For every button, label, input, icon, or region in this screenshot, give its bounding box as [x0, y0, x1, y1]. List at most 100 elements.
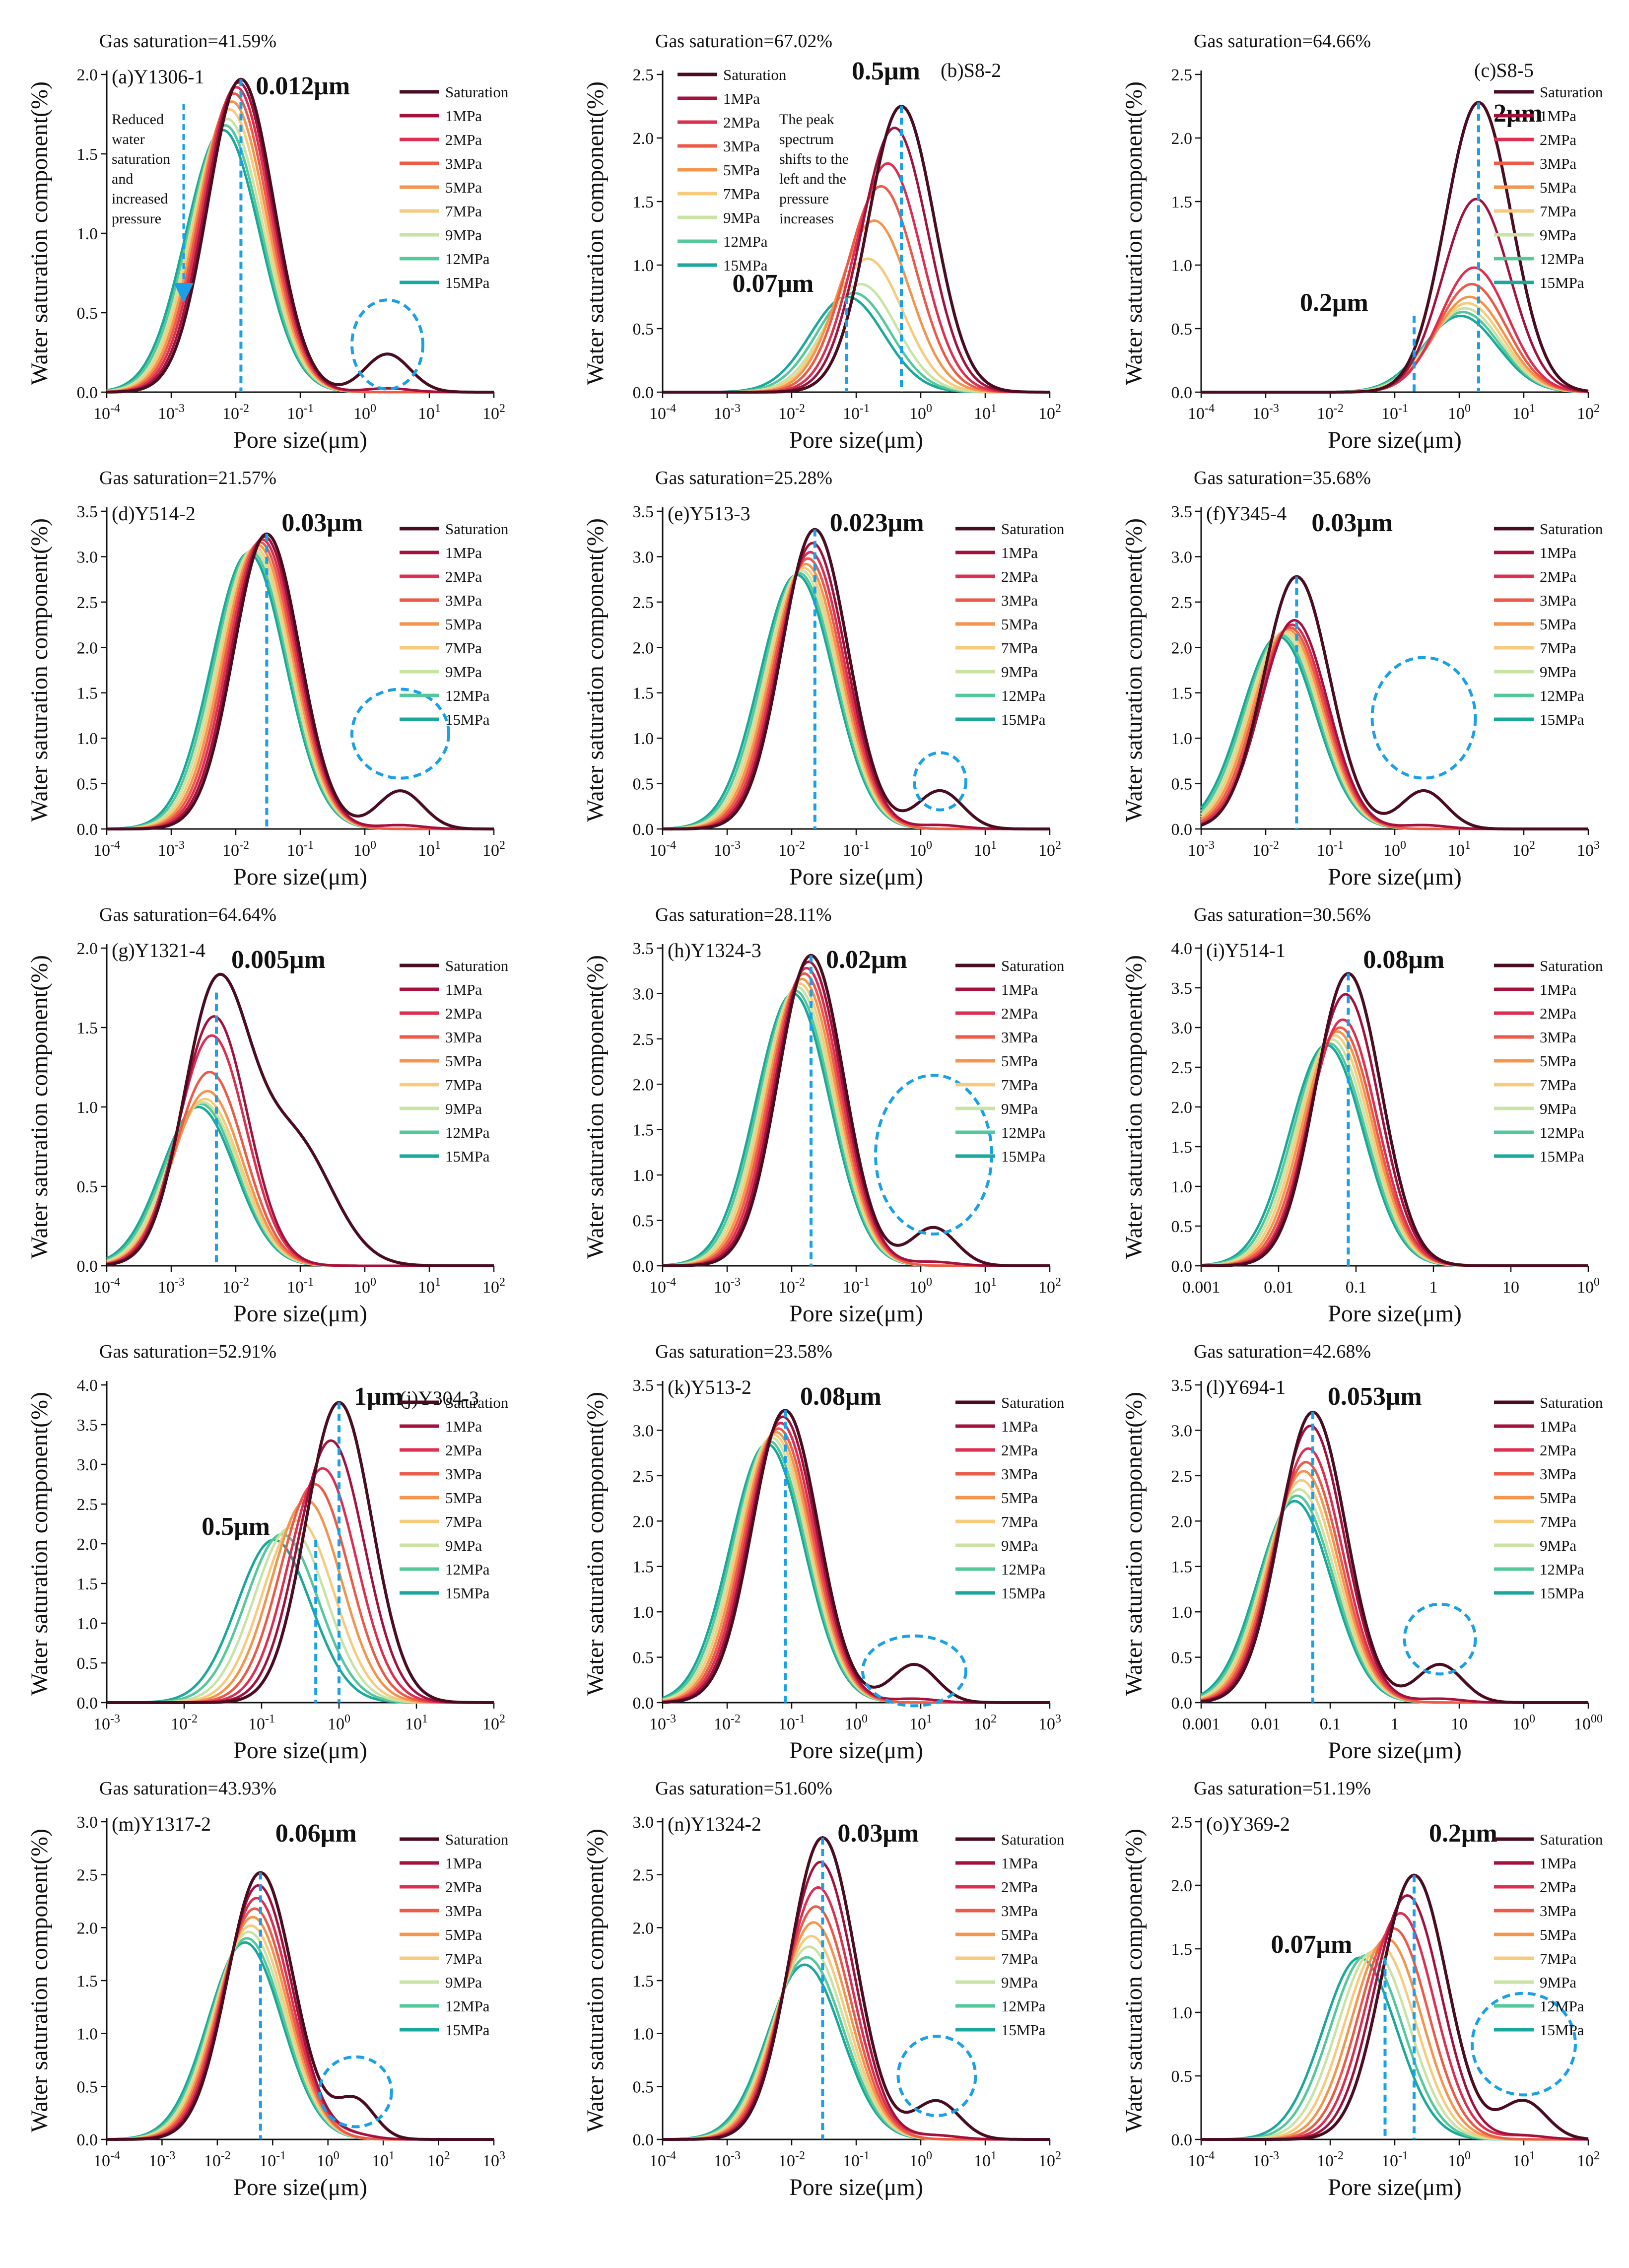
chart-panel-4: Gas saturation=21.57% 10-4 10-3 10-2 10-1 100… — [26, 468, 509, 890]
series-line-2MPa — [663, 1886, 1050, 2141]
y-tick-label: 1.0 — [1171, 730, 1193, 748]
x-tick-label: 10-4 — [93, 402, 120, 423]
y-tick-label: 1.0 — [1171, 1178, 1193, 1196]
legend-label-1MPa: 1MPa — [445, 107, 482, 125]
x-tick-label: 10-1 — [259, 2149, 286, 2170]
peak-annotation: 0.5μm — [202, 1512, 270, 1541]
legend-label-12MPa: 12MPa — [1001, 1124, 1046, 1141]
legend-label-15MPa: 15MPa — [1001, 1584, 1046, 1602]
legend-label-15MPa: 15MPa — [1001, 711, 1046, 728]
legend-label-3MPa: 3MPa — [445, 1902, 482, 1920]
legend-label-12MPa: 12MPa — [1540, 1561, 1584, 1578]
legend-label-7MPa: 7MPa — [445, 639, 482, 657]
legend-label-Saturation: Saturation — [1540, 1394, 1603, 1411]
x-tick-label: 100 — [1448, 402, 1471, 423]
y-tick-label: 0.5 — [633, 320, 654, 339]
y-tick-label: 2.5 — [633, 1467, 654, 1486]
legend: Saturation 1MPa 2MPa 3MPa 5MPa 7MPa 9MPa 12MPa 1… — [955, 1394, 1065, 1602]
legend-label-9MPa: 9MPa — [1540, 663, 1576, 681]
legend-label-2MPa: 2MPa — [1540, 131, 1576, 148]
y-tick-label: 0.5 — [77, 1654, 98, 1673]
y-tick-label: 0.0 — [1171, 2131, 1193, 2149]
series-line-5MPa — [663, 977, 1050, 1267]
panel-label: (f)Y345-4 — [1206, 502, 1287, 525]
x-tick-label: 100 — [909, 839, 932, 860]
legend-label-5MPa: 5MPa — [1001, 1926, 1038, 1943]
legend: Saturation 1MPa 2MPa 3MPa 5MPa 7MPa 9MPa 12MPa 1… — [400, 1831, 509, 2039]
legend-label-9MPa: 9MPa — [1540, 1537, 1576, 1554]
y-tick-label: 1.0 — [633, 730, 654, 748]
x-axis-title: Pore size(μm) — [789, 427, 923, 453]
y-tick-label: 0.5 — [77, 304, 98, 323]
legend-label-2MPa: 2MPa — [1540, 1878, 1576, 1896]
panel-label: (o)Y369-2 — [1206, 1813, 1290, 1835]
y-tick-label: 2.5 — [77, 1496, 98, 1514]
legend-label-9MPa: 9MPa — [1001, 1537, 1038, 1554]
x-tick-label: 0.1 — [1346, 1278, 1367, 1297]
legend: Saturation 1MPa 2MPa 3MPa 5MPa 7MPa 9MPa 12MPa 1… — [400, 520, 509, 728]
panel-label: (b)S8-2 — [941, 59, 1001, 81]
y-tick-label: 2.5 — [1171, 66, 1193, 84]
note-text: water — [112, 131, 145, 147]
series-group — [106, 972, 494, 1267]
y-axis-title: Water saturation component(%) — [1121, 518, 1147, 822]
legend-label-2MPa: 2MPa — [1001, 1878, 1038, 1896]
y-tick-label: 1.5 — [77, 1972, 98, 1991]
y-tick-label: 3.0 — [77, 1456, 98, 1474]
x-tick-label: 101 — [405, 1713, 428, 1733]
y-tick-label: 2.5 — [1171, 1059, 1193, 1077]
series-group — [1201, 1873, 1589, 2141]
panel-label: (k)Y513-2 — [668, 1376, 751, 1398]
legend-label-Saturation: Saturation — [1001, 1831, 1065, 1848]
highlight-ellipse — [1370, 656, 1477, 780]
legend-label-7MPa: 7MPa — [1540, 639, 1576, 657]
x-tick-label: 10-4 — [649, 2149, 676, 2170]
x-tick-label: 101 — [974, 839, 997, 860]
legend-label-1MPa: 1MPa — [445, 1855, 482, 1872]
legend-label-2MPa: 2MPa — [445, 568, 482, 585]
series-line-1MPa — [1201, 1424, 1588, 1704]
legend-label-5MPa: 5MPa — [1540, 616, 1576, 633]
legend-label-15MPa: 15MPa — [1540, 274, 1584, 291]
y-tick-label: 2.0 — [1171, 639, 1193, 657]
legend-label-5MPa: 5MPa — [445, 179, 482, 196]
y-tick-label: 1.5 — [77, 1575, 98, 1593]
legend-label-5MPa: 5MPa — [1001, 616, 1038, 633]
y-tick-label: 1.5 — [633, 1558, 654, 1577]
y-tick-label: 2.0 — [633, 1919, 654, 1937]
legend-label-1MPa: 1MPa — [1540, 1418, 1576, 1435]
note-text: The peak — [779, 111, 834, 128]
y-tick-label: 0.5 — [633, 1212, 654, 1231]
legend-label-5MPa: 5MPa — [723, 161, 760, 179]
x-tick-label: 101 — [974, 1276, 997, 1297]
legend-label-Saturation: Saturation — [1540, 520, 1603, 538]
y-tick-label: 1.5 — [1171, 1558, 1193, 1577]
peak-annotation: 0.03μm — [1311, 509, 1393, 537]
y-tick-label: 3.0 — [1171, 548, 1193, 566]
y-tick-label: 2.0 — [633, 639, 654, 657]
x-tick-label: 102 — [1038, 1276, 1061, 1297]
x-tick-label: 10-4 — [649, 839, 676, 860]
y-tick-label: 0.0 — [1171, 384, 1193, 402]
legend-label-12MPa: 12MPa — [1540, 1124, 1584, 1141]
gas-saturation-title: Gas saturation=23.58% — [655, 1341, 832, 1362]
note-text: shifts to the — [779, 151, 849, 167]
x-tick-label: 10-2 — [778, 1276, 805, 1297]
x-tick-label: 10-3 — [1252, 2149, 1279, 2170]
y-tick-label: 3.5 — [633, 1376, 654, 1395]
x-tick-label: 10-2 — [1252, 839, 1279, 860]
y-tick-label: 0.5 — [77, 775, 98, 794]
x-tick-label: 10-2 — [778, 2149, 805, 2170]
legend-label-7MPa: 7MPa — [1001, 1513, 1038, 1530]
x-tick-label: 101 — [974, 402, 997, 423]
x-axis-title: Pore size(μm) — [233, 427, 367, 453]
legend-label-2MPa: 2MPa — [445, 131, 482, 148]
x-tick-label: 1 — [1429, 1278, 1438, 1297]
y-tick-label: 1.5 — [633, 193, 654, 211]
x-tick-label: 10-3 — [158, 1276, 185, 1297]
series-line-9MPa — [663, 1945, 1050, 2141]
chart-panel-14: Gas saturation=51.60% 10-4 10-3 10-2 10-1 100… — [582, 1778, 1065, 2200]
series-line-7MPa — [1201, 1945, 1588, 2141]
peak-annotation: 0.07μm — [1271, 1930, 1353, 1959]
y-axis-title: Water saturation component(%) — [582, 955, 609, 1259]
